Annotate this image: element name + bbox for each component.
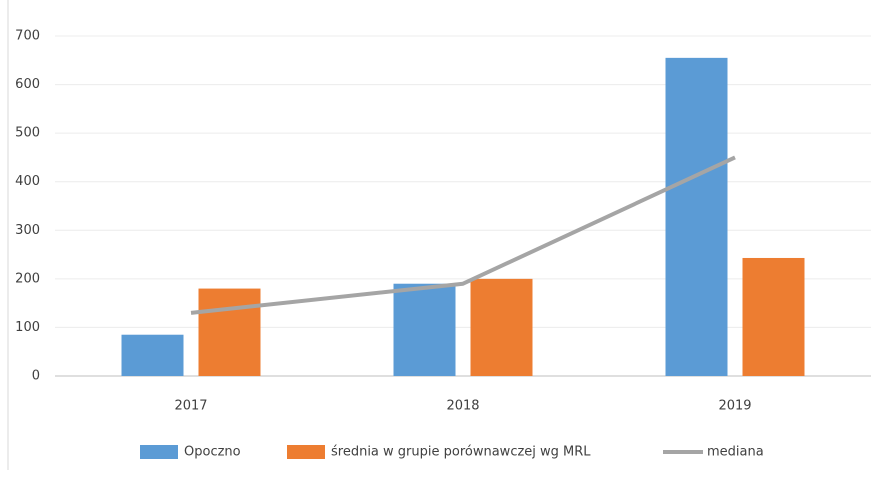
bar xyxy=(198,288,261,376)
line-series xyxy=(190,155,736,315)
y-tick-label: 100 xyxy=(15,320,40,335)
legend-swatch xyxy=(140,445,178,459)
y-tick-label: 600 xyxy=(15,77,40,92)
y-tick-label: 0 xyxy=(32,369,40,384)
bar xyxy=(121,334,184,376)
legend-label: średnia w grupie porównawczej wg MRL xyxy=(331,445,591,460)
x-tick-label: 2019 xyxy=(718,399,751,414)
bar xyxy=(393,283,456,376)
y-tick-label: 200 xyxy=(15,271,40,286)
y-tick-label: 500 xyxy=(15,126,40,141)
legend-swatch xyxy=(287,445,325,459)
y-tick-label: 700 xyxy=(15,29,40,44)
legend-label: Opoczno xyxy=(184,445,241,460)
bar xyxy=(665,57,728,376)
bar xyxy=(742,257,805,376)
x-tick-label: 2018 xyxy=(446,399,479,414)
bar xyxy=(470,278,533,376)
y-tick-label: 300 xyxy=(15,223,40,238)
x-tick-label: 2017 xyxy=(174,399,207,414)
legend-label: mediana xyxy=(707,445,764,460)
y-tick-label: 400 xyxy=(15,174,40,189)
